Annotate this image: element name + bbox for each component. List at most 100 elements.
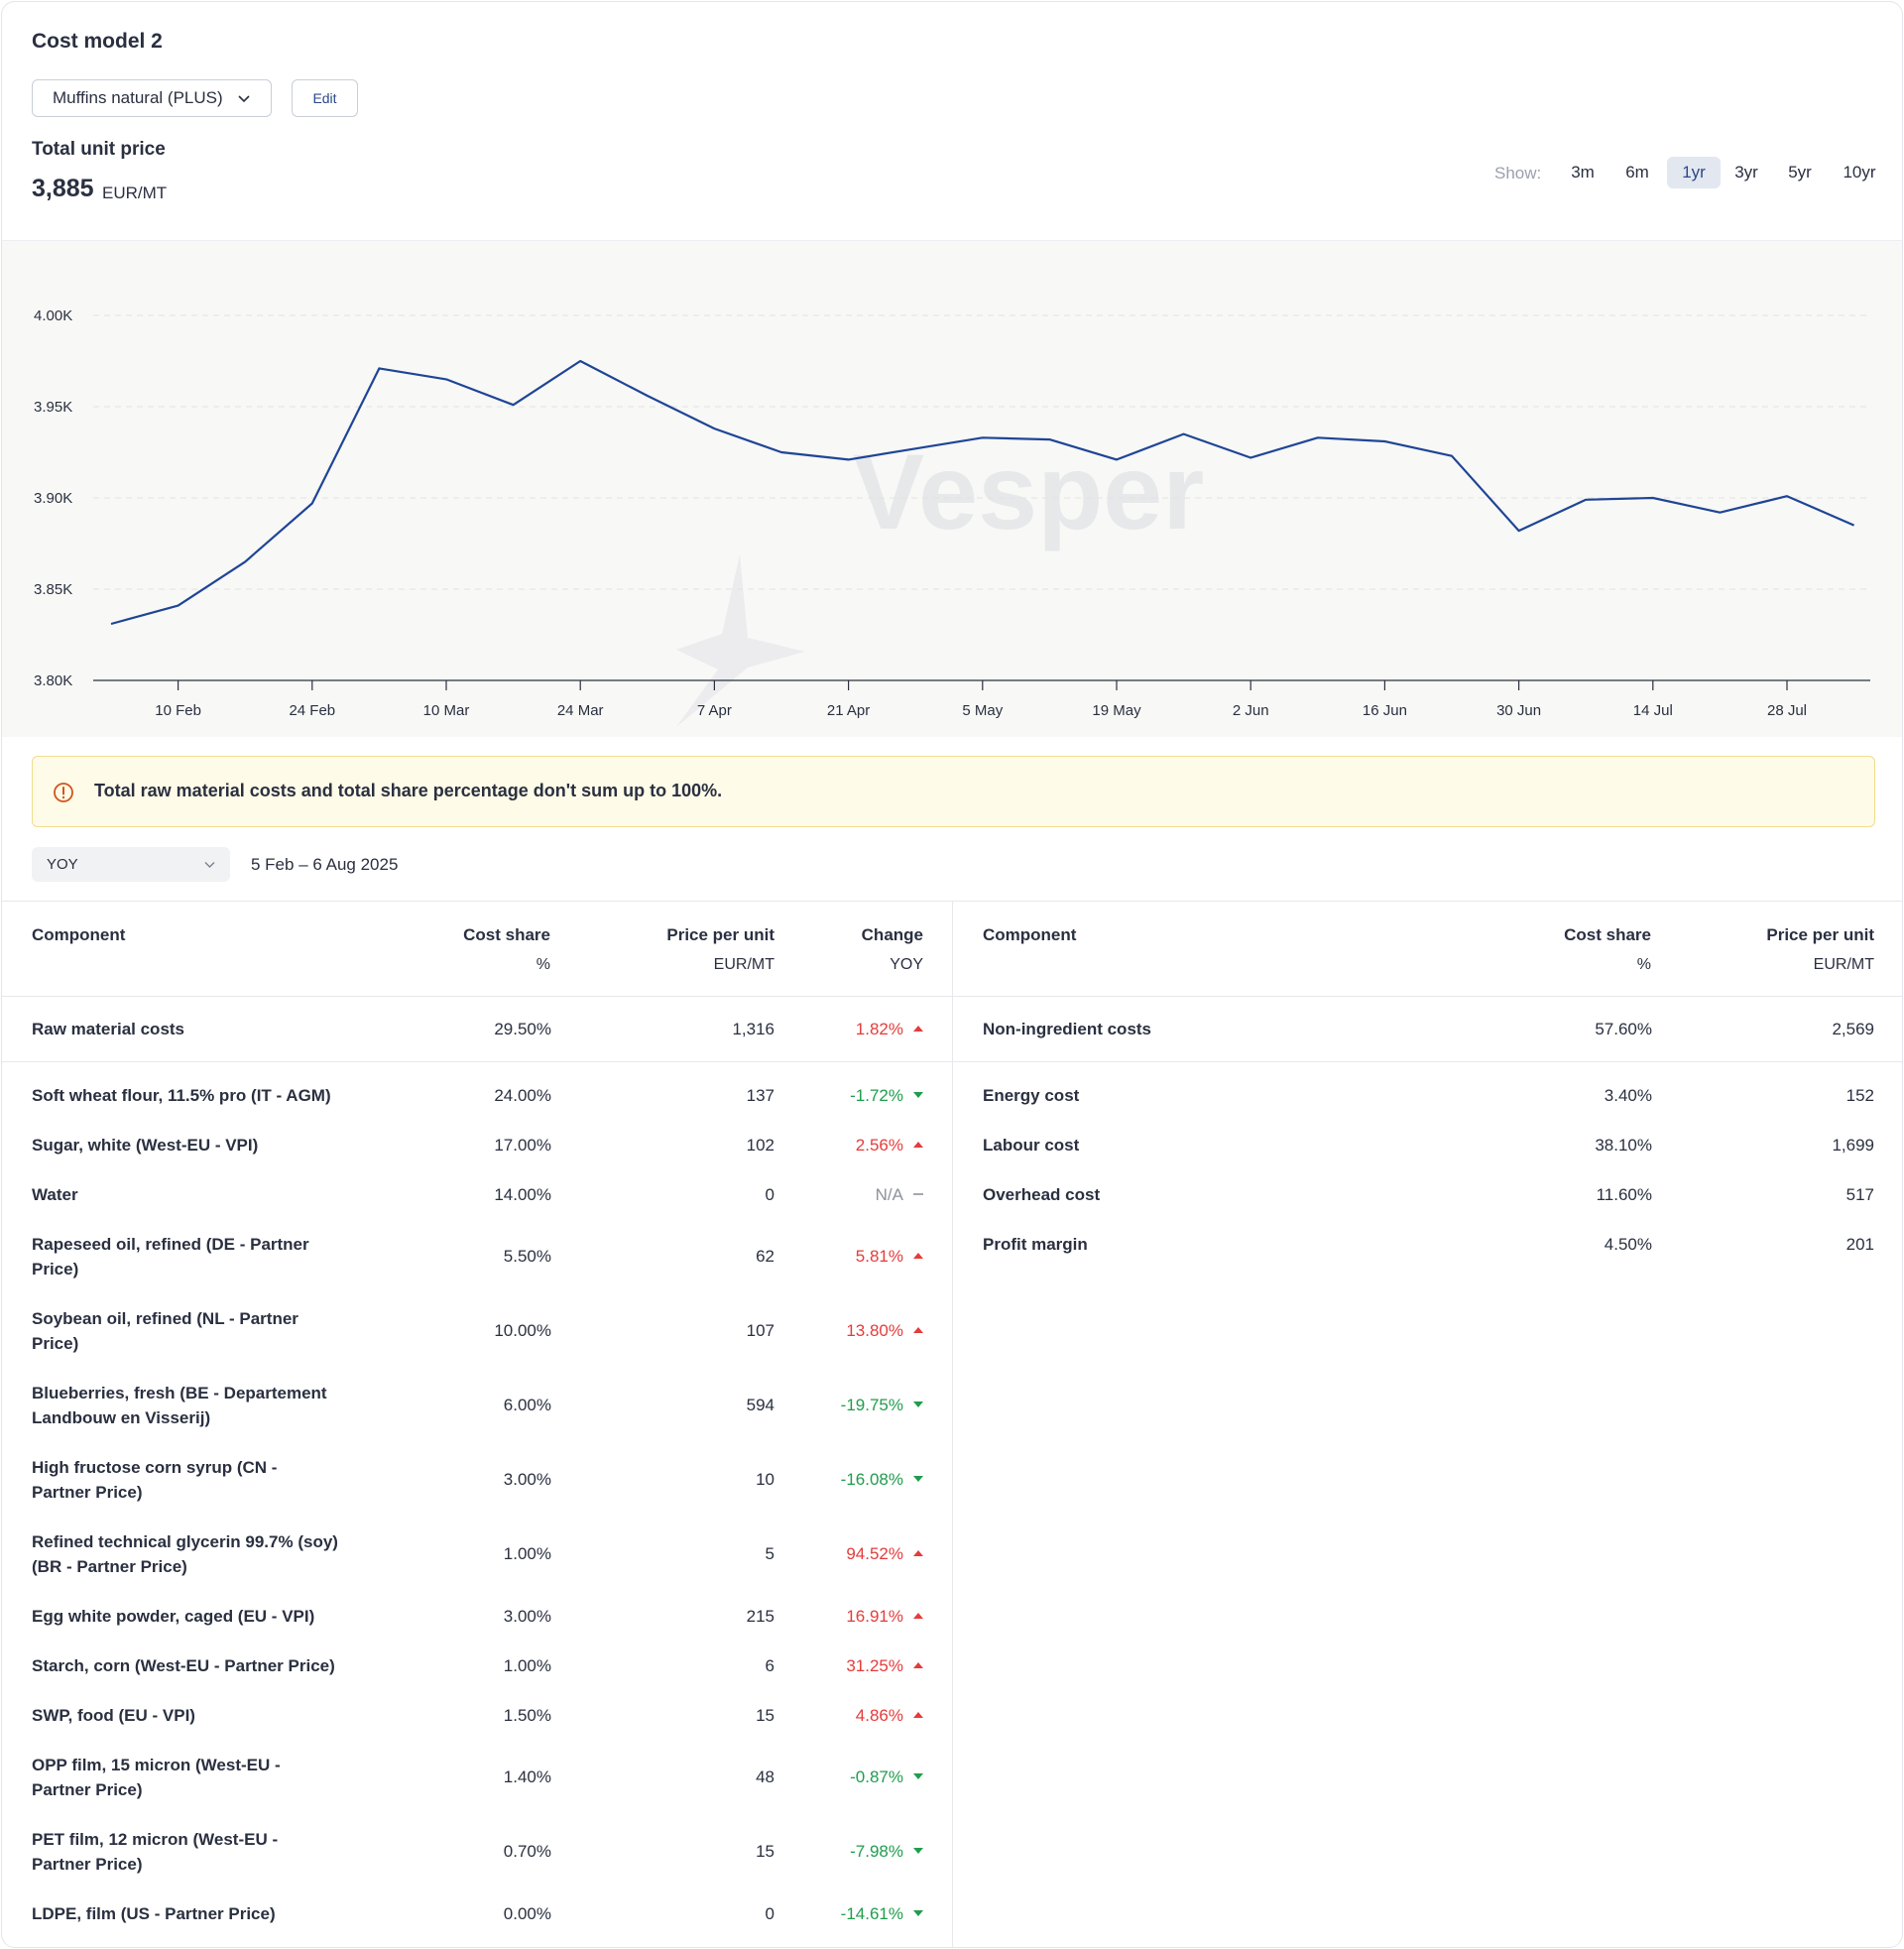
raw-row-share: 14.00% (494, 1185, 551, 1204)
range-button-6m[interactable]: 6m (1612, 157, 1662, 188)
nonraw-row-component: Energy cost (983, 1086, 1080, 1105)
x-tick-label: 2 Jun (1233, 702, 1269, 719)
raw-row-change: 31.25% (846, 1656, 903, 1675)
triangle-up-icon (913, 1142, 923, 1148)
raw-row-price: 6 (765, 1656, 774, 1675)
y-tick-label: 3.85K (34, 581, 72, 598)
nonraw-row-share: 11.60% (1596, 1185, 1652, 1204)
raw-total-share: 29.50% (494, 1020, 551, 1038)
price-chart: Vesper 4.00K 3.95K 3.90K 3.85K 3.80K 10 Feb 2… (2, 240, 1902, 737)
triangle-down-icon (913, 1773, 923, 1779)
date-range: 5 Feb – 6 Aug 2025 (251, 855, 399, 874)
raw-row-change: -19.75% (840, 1396, 903, 1414)
vesper-watermark: Vesper (676, 431, 1204, 727)
raw-subheader-change: YOY (890, 956, 923, 973)
chevron-down-icon (238, 95, 250, 103)
edit-button[interactable]: Edit (292, 79, 358, 117)
chevron-down-icon (204, 862, 215, 868)
raw-row-price: 48 (756, 1767, 774, 1786)
nonraw-row-price: 201 (1845, 1235, 1874, 1254)
range-button-10yr[interactable]: 10yr (1834, 157, 1885, 188)
nonraw-total-price: 2,569 (1832, 1020, 1874, 1038)
y-tick-label: 3.95K (34, 399, 72, 416)
nonraw-row-price: 1,699 (1832, 1136, 1874, 1155)
raw-row-change: -14.61% (840, 1904, 903, 1923)
x-tick-label: 19 May (1092, 702, 1141, 719)
raw-row-share: 1.00% (503, 1656, 551, 1675)
raw-row-component: Soybean oil, refined (NL - Partner Price… (32, 1309, 298, 1353)
nonraw-row-component: Labour cost (983, 1136, 1080, 1155)
raw-row-change: 16.91% (846, 1607, 903, 1626)
raw-row-price: 0 (765, 1904, 774, 1923)
raw-subheader-price: EUR/MT (713, 956, 774, 973)
raw-row-share: 0.70% (503, 1842, 551, 1861)
y-tick-label: 4.00K (34, 307, 72, 324)
triangle-up-icon (913, 1253, 923, 1259)
nonraw-subheader-price: EUR/MT (1813, 956, 1874, 973)
range-button-1yr[interactable]: 1yr (1667, 157, 1721, 188)
triangle-up-icon (913, 1026, 923, 1032)
raw-row-change: 2.56% (855, 1136, 903, 1155)
triangle-up-icon (913, 1327, 923, 1333)
raw-row-share: 1.40% (503, 1767, 551, 1786)
watermark-logo-icon (676, 554, 805, 727)
raw-row-component: OPP film, 15 micron (West-EU - Partner P… (32, 1756, 281, 1799)
triangle-down-icon (913, 1910, 923, 1916)
raw-header-change: Change (861, 925, 923, 944)
raw-row-price: 137 (746, 1086, 774, 1105)
raw-row-share: 0.00% (503, 1904, 551, 1923)
nonraw-row-share: 38.10% (1595, 1136, 1652, 1155)
raw-row-share: 10.00% (494, 1321, 551, 1340)
price-series-line (110, 359, 1855, 626)
triangle-down-icon (913, 1401, 923, 1407)
raw-subheader-cost-share: % (536, 956, 550, 973)
watermark-text: Vesper (853, 431, 1204, 551)
raw-row-price: 107 (746, 1321, 774, 1340)
comparison-select[interactable]: YOY (32, 847, 230, 882)
raw-row-price: 5 (765, 1544, 774, 1563)
nonraw-header-cost-share: Cost share (1564, 925, 1651, 944)
raw-header-cost-share: Cost share (463, 925, 550, 944)
triangle-down-icon (913, 1092, 923, 1098)
raw-row-change: 4.86% (855, 1706, 903, 1725)
range-button-3m[interactable]: 3m (1558, 157, 1607, 188)
x-tick-label: 30 Jun (1496, 702, 1541, 719)
raw-row-price: 594 (746, 1396, 774, 1414)
triangle-up-icon (913, 1712, 923, 1718)
triangle-down-icon (913, 1476, 923, 1482)
product-select[interactable]: Muffins natural (PLUS) (32, 79, 272, 117)
raw-header-price: Price per unit (666, 925, 774, 944)
raw-row-share: 1.50% (503, 1706, 551, 1725)
raw-row-change: -0.87% (850, 1767, 903, 1786)
x-tick-label: 7 Apr (697, 702, 732, 719)
x-tick-label: 5 May (962, 702, 1003, 719)
y-tick-label: 3.80K (34, 672, 72, 689)
range-button-5yr[interactable]: 5yr (1775, 157, 1825, 188)
show-label: Show: (1494, 164, 1542, 183)
triangle-down-icon (913, 1848, 923, 1854)
raw-row-share: 3.00% (503, 1470, 551, 1489)
raw-row-change: -7.98% (850, 1842, 903, 1861)
raw-total-change: 1.82% (855, 1020, 903, 1038)
raw-row-change: 13.80% (846, 1321, 903, 1340)
page-title: Cost model 2 (32, 30, 163, 53)
column-divider (952, 901, 953, 1947)
raw-row-change: -16.08% (840, 1470, 903, 1489)
raw-row-change: 94.52% (846, 1544, 903, 1563)
product-select-value: Muffins natural (PLUS) (53, 88, 223, 107)
nonraw-row-share: 4.50% (1604, 1235, 1652, 1254)
raw-row-component: Soft wheat flour, 11.5% pro (IT - AGM) (32, 1086, 331, 1105)
range-button-3yr[interactable]: 3yr (1722, 157, 1771, 188)
raw-row-share: 17.00% (494, 1136, 551, 1155)
nonraw-row-price: 517 (1845, 1185, 1874, 1204)
raw-row-share: 24.00% (494, 1086, 551, 1105)
nonraw-row-price: 152 (1845, 1086, 1874, 1105)
comparison-select-value: YOY (47, 856, 78, 873)
divider (2, 996, 1902, 997)
x-tick-label: 10 Mar (423, 702, 470, 719)
raw-row-price: 215 (746, 1607, 774, 1626)
price-line-chart: Vesper 4.00K 3.95K 3.90K 3.85K 3.80K 10 Feb 2… (34, 307, 1870, 727)
raw-row-share: 3.00% (503, 1607, 551, 1626)
raw-row-price: 0 (765, 1185, 774, 1204)
